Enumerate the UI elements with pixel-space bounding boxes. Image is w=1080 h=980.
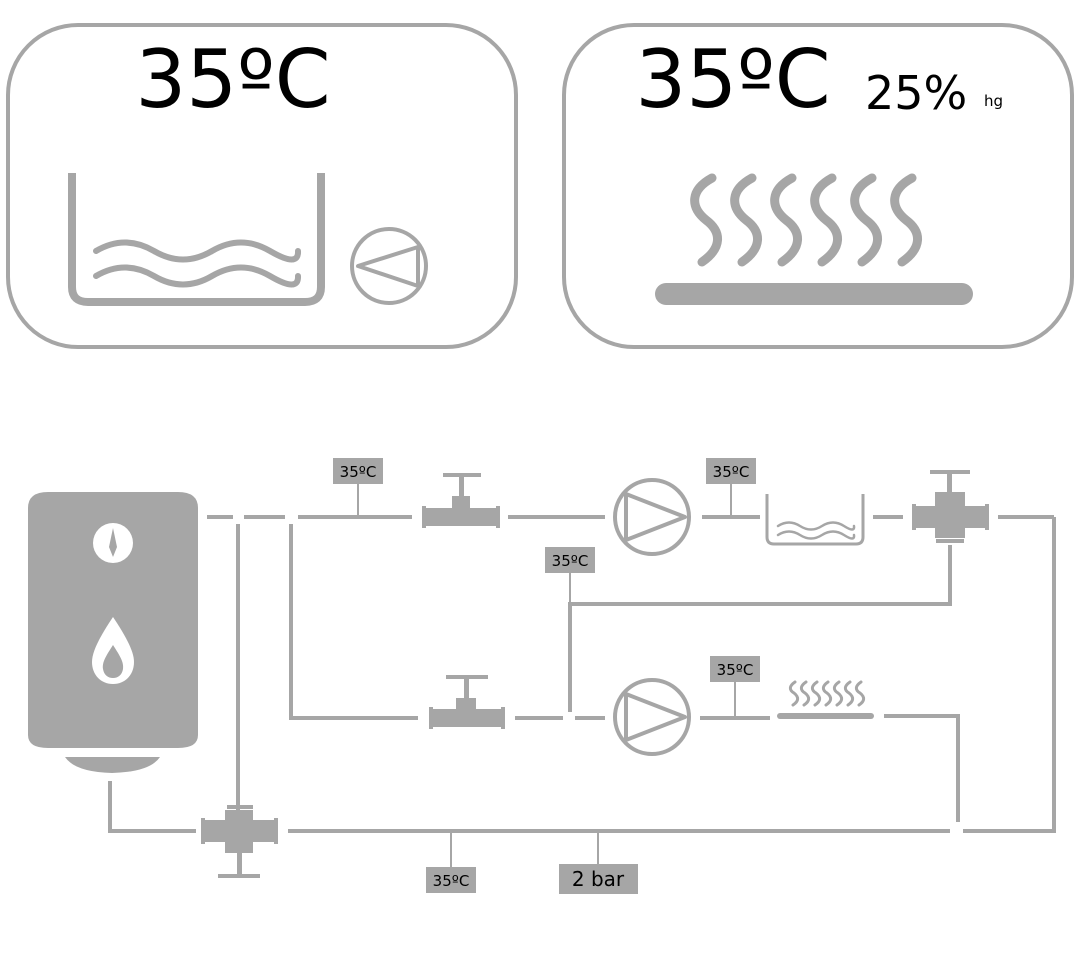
sensor-pool-supply-value: 35ºC <box>713 463 750 481</box>
sensor-return-temp: 35ºC <box>426 831 476 893</box>
sensor-bypass: 35ºC <box>545 547 595 604</box>
sensor-return-temp-value: 35ºC <box>433 872 470 890</box>
small-floor-heat-icon <box>777 680 874 719</box>
lower-valve-icon <box>429 675 505 729</box>
sensor-return-pressure-value: 2 bar <box>572 867 625 891</box>
sensor-floor-supply: 35ºC <box>710 656 760 718</box>
floor-humidity-unit: hg <box>984 92 1003 110</box>
boiler-tank <box>28 492 198 773</box>
right-mixing-valve-icon <box>912 470 989 543</box>
floor-humidity: 25% <box>865 66 967 120</box>
sensor-floor-supply-value: 35ºC <box>717 661 754 679</box>
top-pump-icon <box>613 478 691 556</box>
floor-temperature: 35ºC <box>635 33 830 126</box>
small-pool-basin-icon <box>765 494 865 546</box>
sensor-bypass-value: 35ºC <box>552 552 589 570</box>
sensor-top-supply: 35ºC <box>333 458 383 517</box>
pool-temperature: 35ºC <box>135 33 330 126</box>
piping <box>108 515 1056 833</box>
lower-mixing-valve-icon <box>201 805 278 878</box>
floor-panel: 35ºC 25% hg <box>562 23 1074 349</box>
sensor-top-supply-value: 35ºC <box>340 463 377 481</box>
sensor-return-pressure: 2 bar <box>559 831 638 894</box>
pool-panel: 35ºC <box>6 23 518 349</box>
lower-pump-icon <box>613 678 691 756</box>
floor-panel-frame <box>562 23 1074 349</box>
sensor-pool-supply: 35ºC <box>706 458 756 517</box>
pool-pump-icon <box>350 227 428 305</box>
pool-panel-frame <box>6 23 518 349</box>
pool-basin-icon <box>68 173 325 306</box>
boiler-gauge-icon <box>93 523 133 563</box>
floor-heat-icon <box>655 173 973 305</box>
flame-icon <box>92 617 134 684</box>
top-valve-icon <box>422 473 500 528</box>
